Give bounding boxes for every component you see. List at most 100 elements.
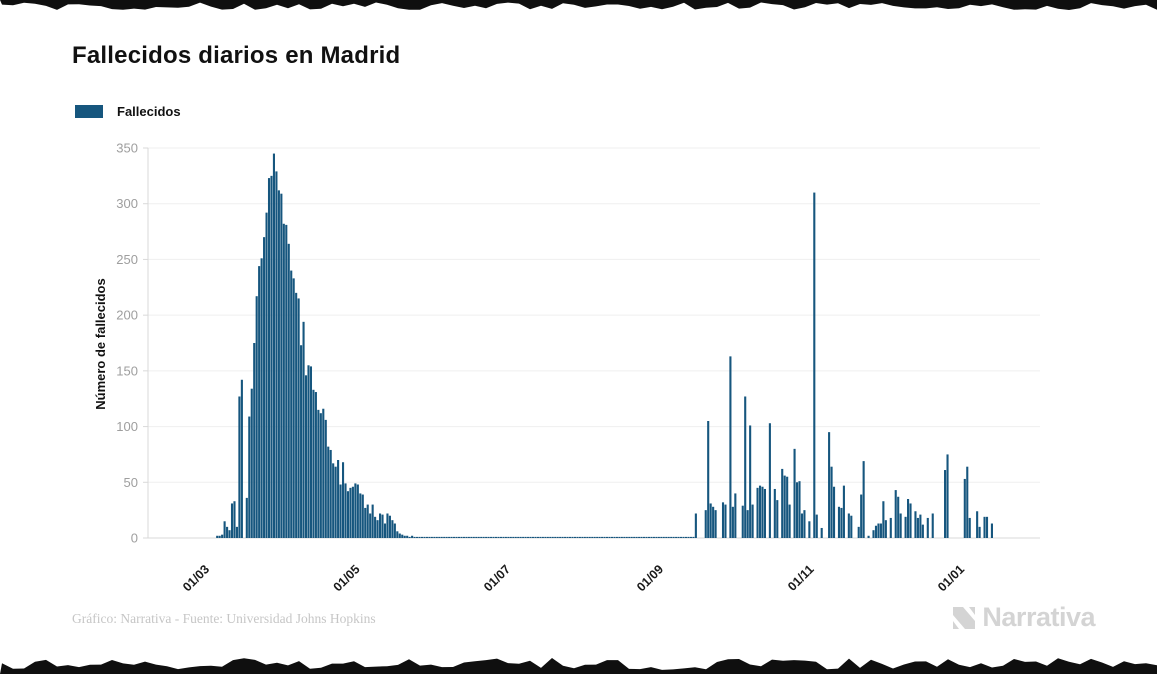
- bar: [349, 487, 352, 538]
- bar: [327, 446, 330, 538]
- bar: [808, 521, 811, 538]
- bar: [803, 510, 806, 538]
- x-tick-label: 01/11: [785, 562, 817, 594]
- bar: [361, 494, 364, 538]
- bar: [539, 536, 542, 538]
- bar: [635, 536, 638, 538]
- bar: [857, 526, 860, 538]
- bar: [226, 526, 229, 538]
- bar: [341, 462, 345, 538]
- bar: [529, 536, 532, 538]
- bar: [660, 536, 663, 538]
- bar: [381, 514, 384, 538]
- bar: [628, 536, 631, 538]
- bar: [709, 503, 712, 538]
- bar: [263, 237, 266, 538]
- bar: [354, 483, 357, 538]
- bar: [549, 536, 552, 538]
- bar: [781, 468, 784, 538]
- bar: [541, 536, 544, 538]
- bar: [820, 527, 823, 538]
- bar: [253, 343, 256, 538]
- bar: [704, 510, 707, 538]
- bar: [216, 535, 219, 538]
- x-tick-label: 01/01: [935, 562, 967, 594]
- bar: [406, 535, 409, 538]
- bar: [554, 536, 557, 538]
- bar: [460, 536, 463, 538]
- bar: [324, 419, 327, 538]
- bar: [596, 536, 599, 538]
- bar: [443, 536, 446, 538]
- bar: [783, 475, 786, 538]
- bar: [897, 496, 900, 538]
- bar: [978, 526, 981, 538]
- bar: [317, 409, 320, 538]
- bar: [497, 536, 500, 538]
- bar: [904, 516, 907, 538]
- bar: [652, 536, 655, 538]
- bar: [546, 536, 549, 538]
- bar: [388, 515, 391, 538]
- bar: [983, 516, 986, 538]
- bar: [312, 389, 315, 538]
- bar: [647, 536, 651, 538]
- bar: [393, 523, 396, 538]
- bar: [640, 536, 643, 538]
- bar: [919, 514, 922, 538]
- bar: [921, 524, 924, 538]
- bar: [531, 536, 535, 538]
- bar: [729, 356, 732, 538]
- bar: [527, 536, 530, 538]
- bar: [889, 517, 892, 538]
- bar: [968, 517, 971, 538]
- bar: [662, 536, 665, 538]
- bar: [223, 521, 226, 538]
- bar: [788, 504, 791, 538]
- bar: [578, 536, 581, 538]
- bar: [371, 504, 374, 538]
- narrativa-n-icon: [953, 606, 976, 629]
- bar: [470, 536, 473, 538]
- bar: [462, 536, 465, 538]
- bar: [583, 536, 586, 538]
- torn-edge-top: [0, 0, 1157, 10]
- bar: [248, 416, 251, 538]
- bar: [976, 511, 979, 538]
- bar: [366, 504, 369, 538]
- bar: [376, 520, 379, 538]
- bar: [731, 506, 734, 538]
- bar: [448, 536, 451, 538]
- legend-swatch: [75, 105, 103, 118]
- bar: [601, 536, 604, 538]
- bar: [438, 536, 441, 538]
- bar: [675, 536, 678, 538]
- bar: [667, 536, 670, 538]
- bar: [228, 530, 231, 538]
- bar: [605, 536, 609, 538]
- bar: [480, 536, 483, 538]
- bar: [270, 175, 273, 539]
- x-tick: 01/09: [634, 562, 666, 594]
- bar: [364, 507, 367, 538]
- y-tick-label: 100: [116, 419, 138, 434]
- bar: [899, 513, 902, 538]
- bar: [514, 536, 517, 538]
- bar: [638, 536, 641, 538]
- bar: [519, 536, 522, 538]
- bar: [761, 486, 764, 538]
- bar: [300, 345, 303, 538]
- bar: [413, 536, 416, 538]
- narrativa-logo: Narrativa: [951, 602, 1095, 633]
- bar: [455, 536, 458, 538]
- bar: [408, 536, 411, 538]
- bar: [477, 536, 480, 538]
- bar: [746, 510, 749, 538]
- bar: [492, 536, 495, 538]
- bar: [798, 481, 801, 538]
- bar: [564, 536, 567, 538]
- bar: [795, 482, 799, 538]
- bar: [287, 243, 290, 538]
